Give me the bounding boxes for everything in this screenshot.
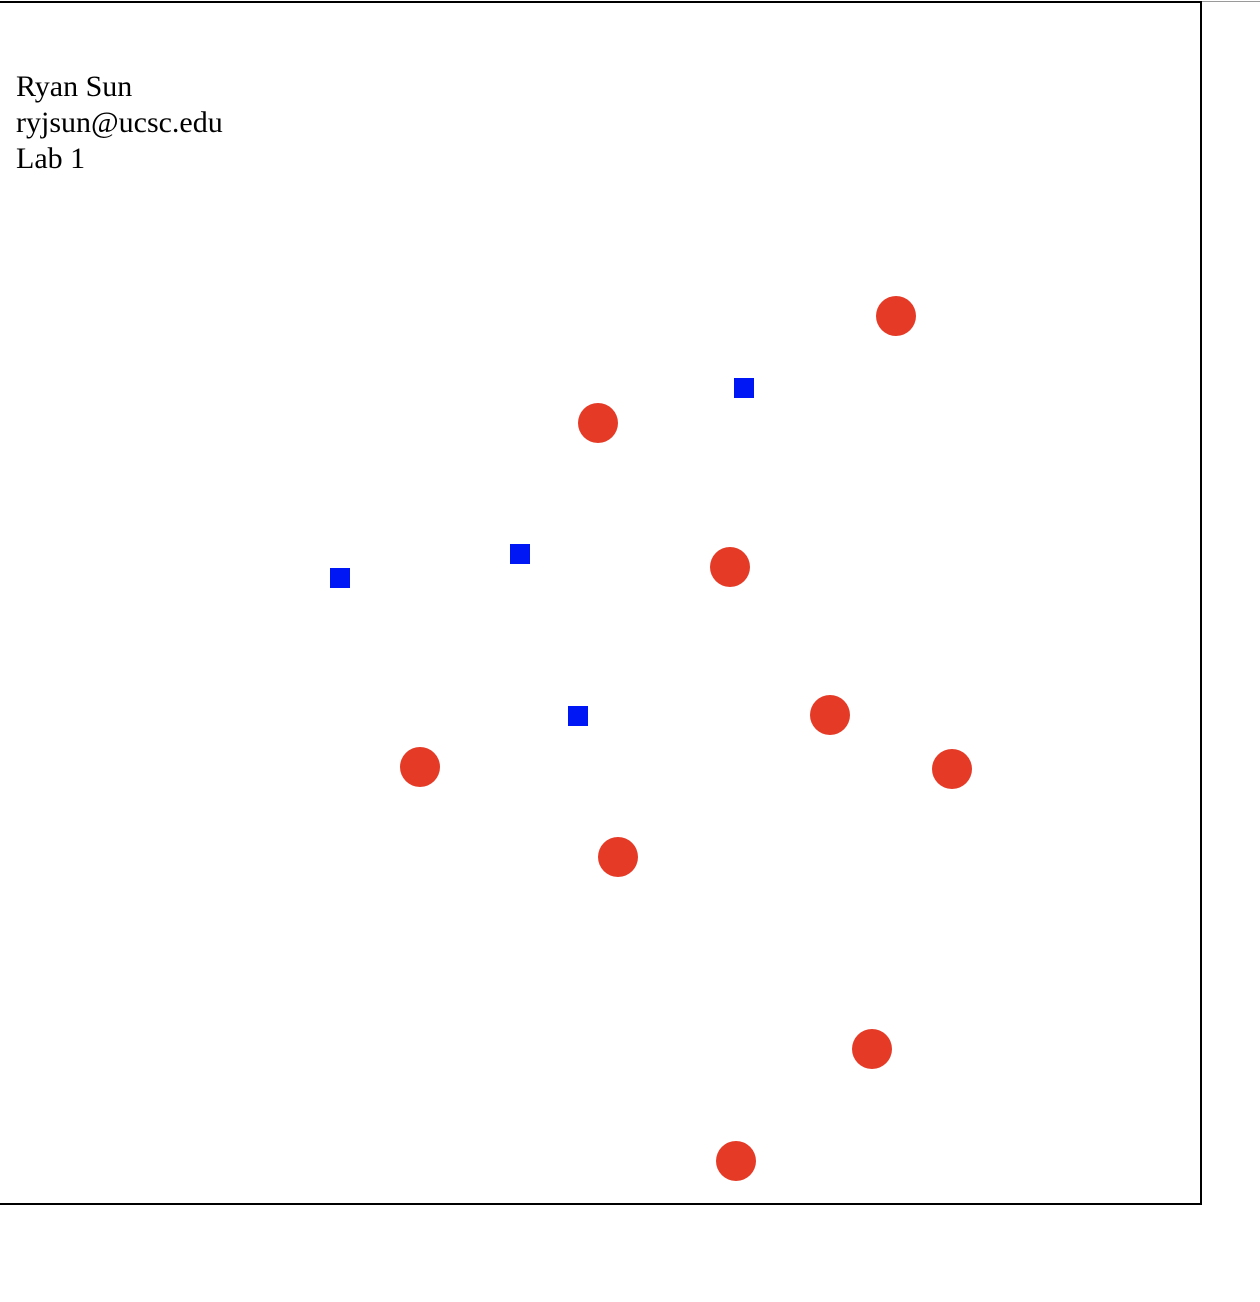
circle-point-3 — [710, 547, 750, 587]
circle-point-4 — [810, 695, 850, 735]
circle-point-5 — [932, 749, 972, 789]
circle-point-7 — [598, 837, 638, 877]
circle-point-2 — [578, 403, 618, 443]
author-info: Ryan Sun ryjsun@ucsc.edu Lab 1 — [16, 69, 223, 177]
top-edge-line — [1201, 1, 1260, 2]
scatter-plot — [330, 296, 972, 1181]
author-email: ryjsun@ucsc.edu — [16, 106, 223, 139]
circle-point-8 — [852, 1029, 892, 1069]
drawing-canvas[interactable]: Ryan Sun ryjsun@ucsc.edu Lab 1 — [0, 1, 1202, 1205]
author-name: Ryan Sun — [16, 70, 133, 103]
circle-point-1 — [876, 296, 916, 336]
assignment-label: Lab 1 — [16, 142, 86, 175]
square-point-1 — [734, 378, 754, 398]
square-point-2 — [510, 544, 530, 564]
circle-point-9 — [716, 1141, 756, 1181]
square-point-3 — [330, 568, 350, 588]
circle-point-6 — [400, 747, 440, 787]
square-point-4 — [568, 706, 588, 726]
